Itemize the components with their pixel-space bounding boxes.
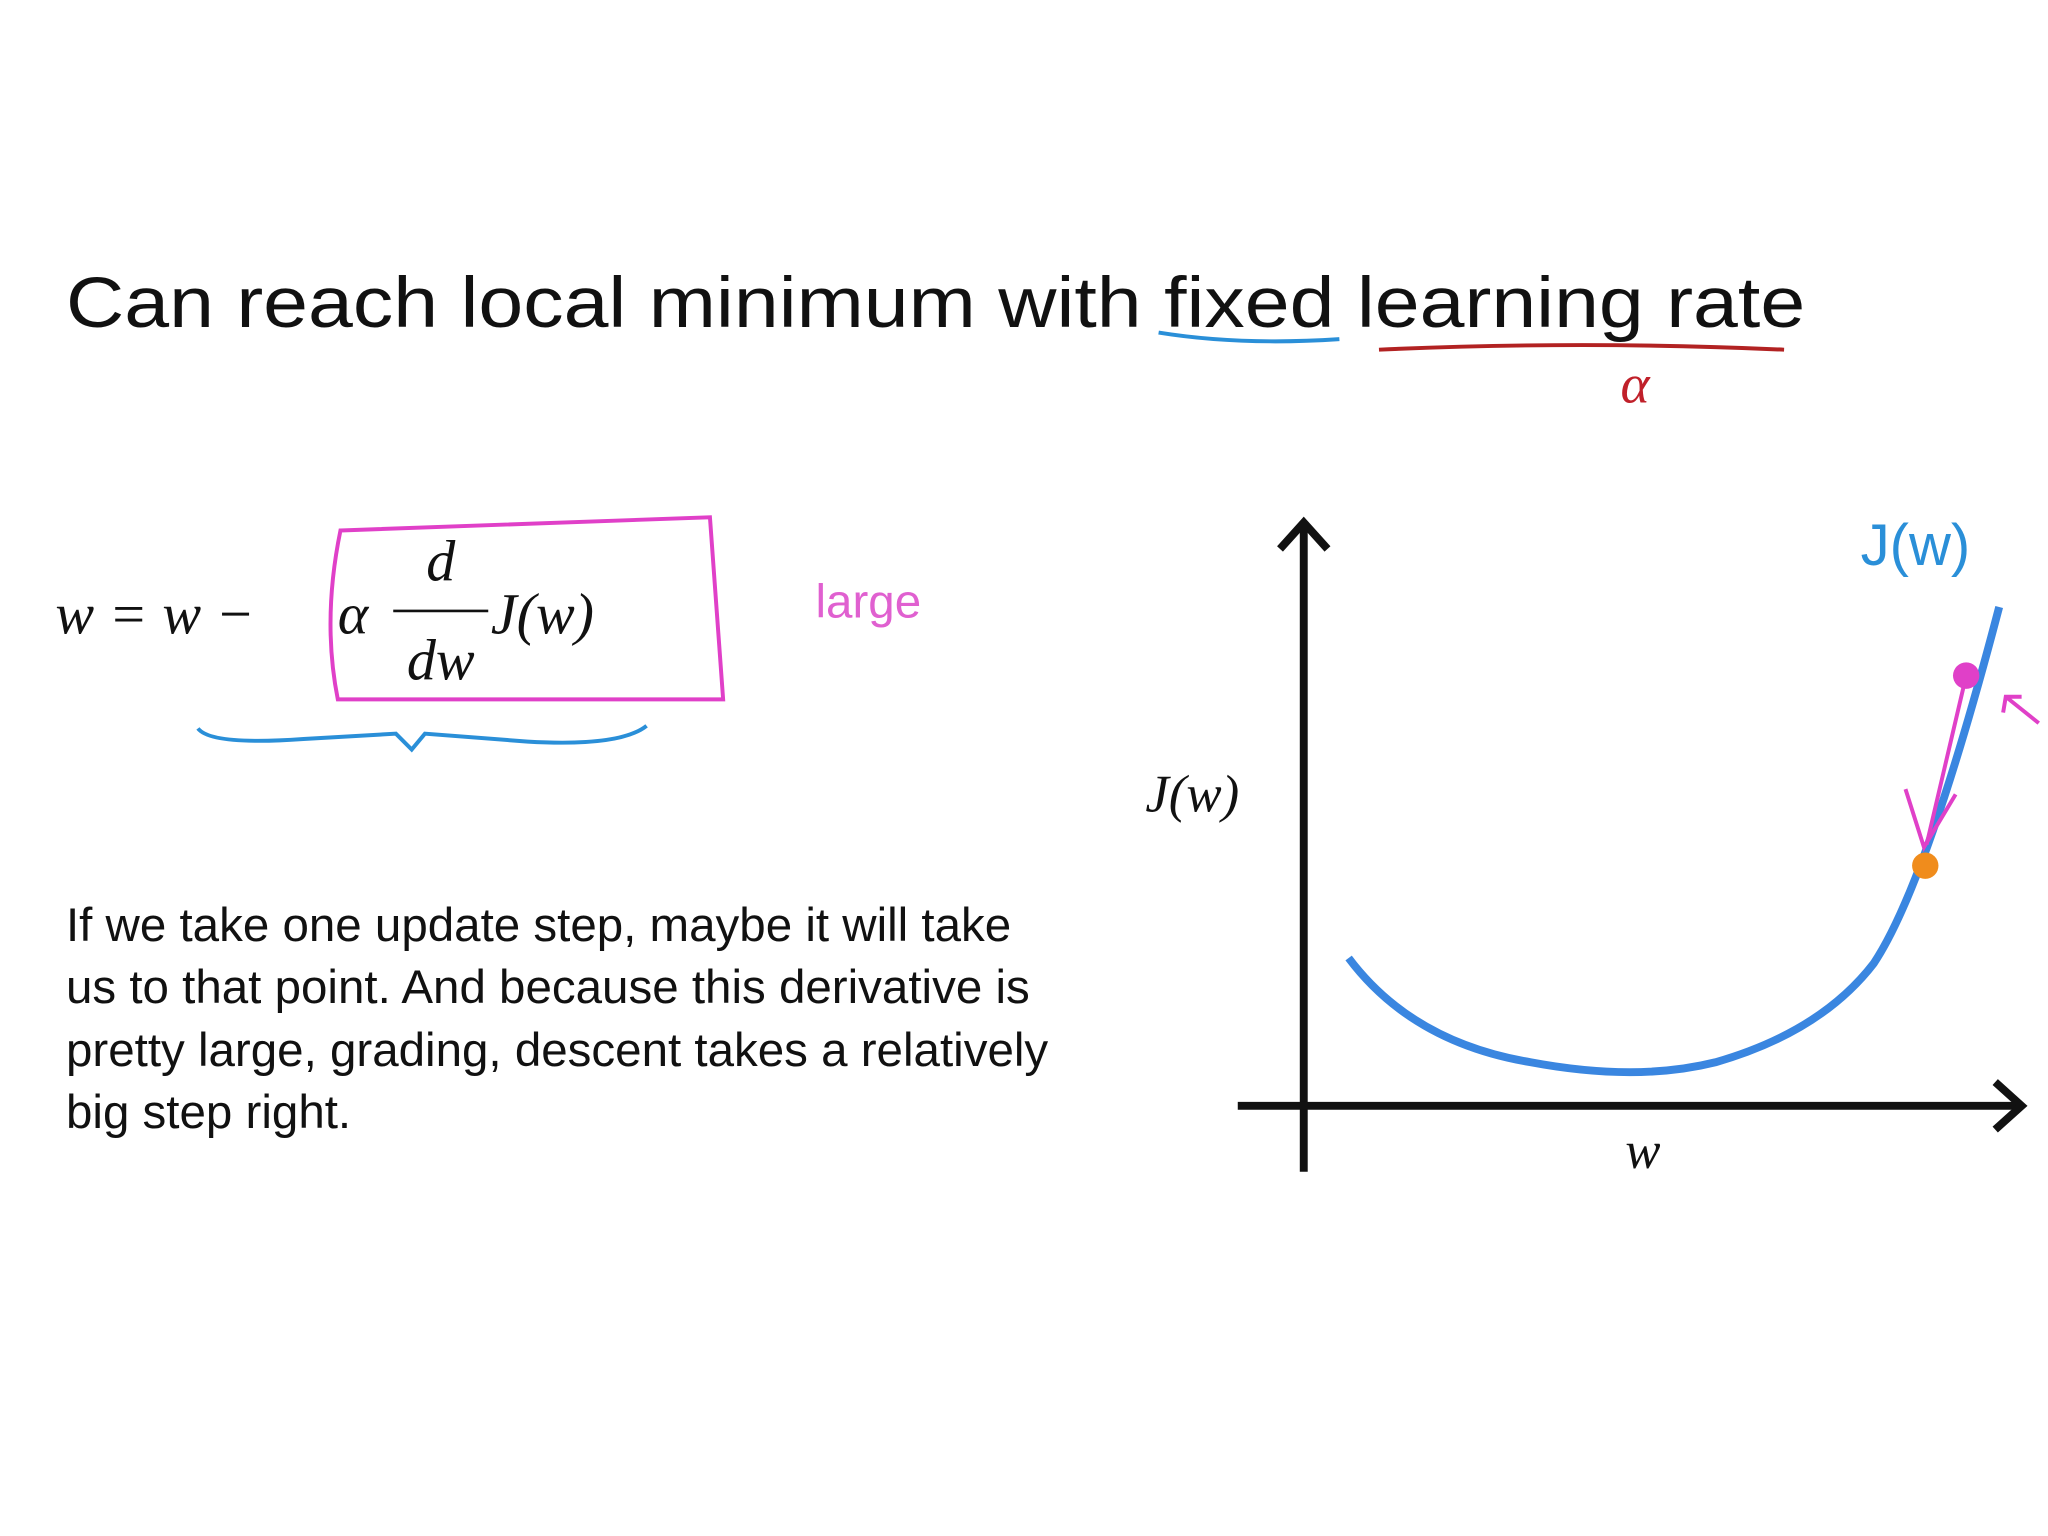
graph: J(w) w J(w) <box>1145 513 2040 1180</box>
start-point <box>1952 662 1980 689</box>
next-point <box>1912 852 1939 879</box>
caption-line: us to that point. And because this deriv… <box>66 961 1030 1014</box>
x-arrow <box>1992 1079 2028 1133</box>
underline-fixed <box>1158 330 1340 344</box>
formula-denominator: dw <box>407 628 475 693</box>
x-axis-label: w <box>1625 1122 1660 1180</box>
highlight-box <box>328 515 726 702</box>
y-axis-label: J(w) <box>1145 766 1239 824</box>
formula-lhs: w = w − <box>55 581 254 646</box>
brace <box>196 724 648 753</box>
step-arrow <box>1924 675 1969 845</box>
annotation-large: large <box>816 576 922 629</box>
underline-learning-rate <box>1378 343 1785 352</box>
curve-label: J(w) <box>1861 513 1971 578</box>
alpha-note: α <box>1620 353 1650 414</box>
step-arrowhead <box>1903 788 1958 852</box>
cost-curve <box>1345 606 2004 1077</box>
caption-line: If we take one update step, maybe it wil… <box>66 899 1011 952</box>
caption-line: big step right. <box>66 1086 351 1139</box>
caption-line: pretty large, grading, descent takes a r… <box>66 1024 1048 1077</box>
y-arrow <box>1277 516 1331 552</box>
formula-numerator: d <box>426 529 456 594</box>
formula-function: J(w) <box>491 581 594 646</box>
caption: If we take one update step, maybe it wil… <box>66 899 1048 1139</box>
formula-alpha: α <box>338 581 370 646</box>
pointer-arrow <box>2001 694 2040 725</box>
title: Can reach local minimum with fixed learn… <box>66 263 1805 343</box>
